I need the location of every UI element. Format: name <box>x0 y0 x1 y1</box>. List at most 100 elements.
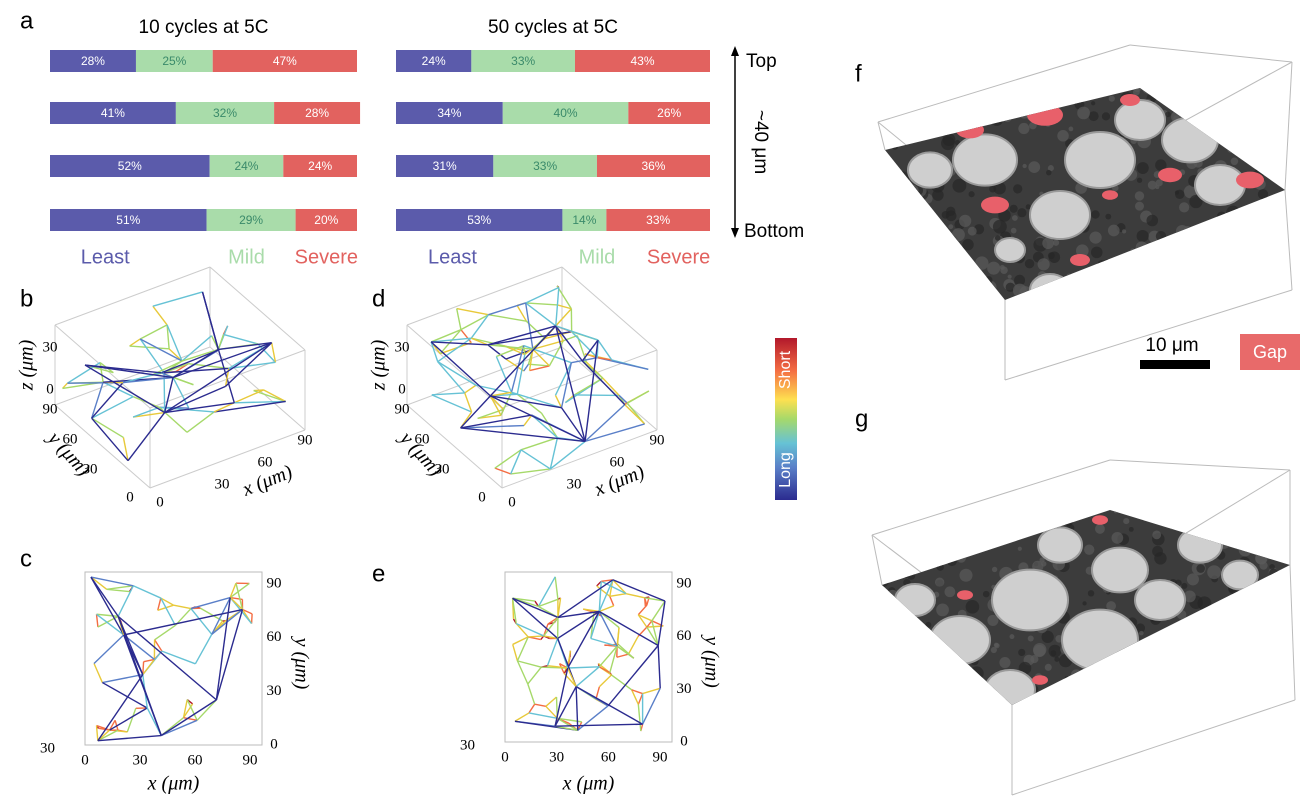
scale-bar <box>1140 360 1210 369</box>
y-tick-label: 60 <box>677 628 692 644</box>
texture <box>1152 506 1165 519</box>
panel-label: g <box>855 405 868 432</box>
y-tick-label: 90 <box>267 575 282 591</box>
texture <box>1272 600 1280 608</box>
texture <box>1274 574 1282 582</box>
network-edge <box>107 589 130 591</box>
network-edge <box>161 700 216 736</box>
texture <box>945 694 953 702</box>
texture <box>859 720 863 724</box>
value-label: 52% <box>118 159 142 173</box>
network-edge <box>574 378 603 395</box>
texture <box>1057 76 1070 89</box>
texture <box>903 672 911 680</box>
texture <box>1239 634 1251 646</box>
texture <box>1136 241 1148 253</box>
texture <box>930 93 937 100</box>
texture <box>1134 646 1140 652</box>
texture <box>1242 652 1249 659</box>
texture <box>910 128 922 140</box>
gap-region <box>1160 634 1180 646</box>
texture <box>1295 641 1300 646</box>
texture <box>860 294 871 305</box>
texture <box>994 715 1001 722</box>
texture <box>892 144 898 150</box>
texture <box>950 110 963 123</box>
gap-region <box>1083 278 1107 292</box>
texture <box>1260 221 1272 233</box>
texture <box>889 654 898 663</box>
texture <box>1258 230 1269 241</box>
texture <box>1293 654 1302 663</box>
x-tick-label: 0 <box>508 494 516 510</box>
texture <box>1210 701 1217 708</box>
texture <box>947 556 957 566</box>
chart-title: 10 cycles at 5C <box>139 17 269 38</box>
texture <box>1263 109 1274 120</box>
texture <box>1248 673 1258 683</box>
texture <box>970 666 984 680</box>
texture <box>1026 204 1031 209</box>
texture <box>879 669 889 679</box>
texture <box>968 274 974 280</box>
texture <box>1287 516 1295 524</box>
texture <box>1097 260 1106 269</box>
texture <box>1266 528 1277 539</box>
texture <box>1208 641 1218 651</box>
gap-region <box>1092 515 1108 525</box>
z-axis-label: z (μm) <box>368 339 390 391</box>
texture <box>1151 245 1155 249</box>
texture <box>1255 553 1267 565</box>
texture <box>1000 265 1005 270</box>
texture <box>875 574 889 588</box>
value-label: 29% <box>239 213 263 227</box>
texture <box>890 119 894 123</box>
texture <box>1082 601 1086 605</box>
network-edge <box>174 605 191 608</box>
texture <box>936 604 949 617</box>
texture <box>1288 600 1299 611</box>
texture <box>1256 209 1269 222</box>
texture <box>1092 298 1105 311</box>
texture <box>1028 161 1040 173</box>
network-edge <box>528 636 544 637</box>
texture <box>1279 280 1288 289</box>
texture <box>1152 546 1163 557</box>
texture <box>938 86 944 92</box>
network-edge <box>226 343 272 387</box>
texture <box>1224 652 1235 663</box>
value-label: 28% <box>305 106 329 120</box>
texture <box>891 676 900 685</box>
texture <box>1225 273 1238 286</box>
texture <box>965 707 969 711</box>
gap-region <box>1081 685 1099 696</box>
x-tick-label: 90 <box>653 749 668 765</box>
x-tick-label: 60 <box>601 749 616 765</box>
texture <box>1094 503 1101 510</box>
box-edge <box>1012 700 1295 795</box>
depth-label: ~40 μm <box>750 110 771 174</box>
texture <box>894 507 901 514</box>
texture <box>943 79 949 85</box>
texture <box>1071 500 1078 507</box>
texture <box>1087 705 1092 710</box>
texture <box>957 553 966 562</box>
network-edge <box>140 339 164 373</box>
texture <box>1267 248 1278 259</box>
texture <box>861 528 866 533</box>
network-edge <box>92 418 128 460</box>
texture <box>1183 268 1191 276</box>
particle <box>992 570 1068 631</box>
texture <box>1217 498 1231 512</box>
texture <box>933 133 937 137</box>
texture <box>1254 147 1261 154</box>
texture <box>940 268 949 277</box>
texture <box>922 287 936 301</box>
chart-title: 50 cycles at 5C <box>488 17 618 38</box>
texture <box>1250 96 1257 103</box>
texture <box>1151 303 1157 309</box>
texture <box>878 711 886 719</box>
texture <box>892 627 898 633</box>
texture <box>1228 700 1240 712</box>
network-edge <box>610 596 614 605</box>
